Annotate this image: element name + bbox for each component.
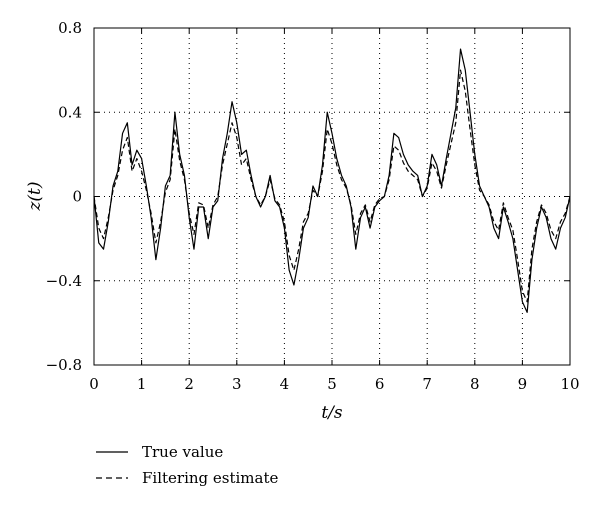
y-tick-label: −0.8 — [46, 356, 82, 374]
x-tick-label: 10 — [560, 375, 579, 393]
y-axis-label: z(t) — [25, 181, 45, 211]
x-tick-label: 4 — [280, 375, 290, 393]
series-lines — [93, 48, 571, 313]
grid-lines — [94, 28, 570, 365]
x-tick-label: 9 — [518, 375, 528, 393]
legend-label-true-value: True value — [142, 443, 223, 461]
x-tick-label: 3 — [232, 375, 242, 393]
series-line-true-value — [93, 48, 571, 313]
axis-ticks: 0 1 2 3 4 5 6 7 8 9 10 0.8 0.4 0 −0.4 −0.8 — [46, 19, 580, 393]
x-axis-label: t/s — [321, 403, 343, 423]
legend-label-filtering-estimate: Filtering estimate — [142, 469, 279, 487]
y-tick-label: −0.4 — [46, 272, 82, 290]
series-line-filtering-estimate — [93, 69, 571, 303]
x-tick-label: 5 — [327, 375, 337, 393]
x-tick-label: 6 — [375, 375, 385, 393]
x-tick-label: 0 — [89, 375, 99, 393]
y-tick-label: 0.8 — [58, 19, 82, 37]
x-tick-label: 8 — [470, 375, 480, 393]
y-tick-label: 0 — [72, 188, 82, 206]
legend: True value Filtering estimate — [96, 443, 279, 487]
x-tick-label: 2 — [184, 375, 194, 393]
y-tick-label: 0.4 — [58, 103, 82, 121]
x-tick-label: 7 — [422, 375, 432, 393]
x-tick-label: 1 — [137, 375, 147, 393]
